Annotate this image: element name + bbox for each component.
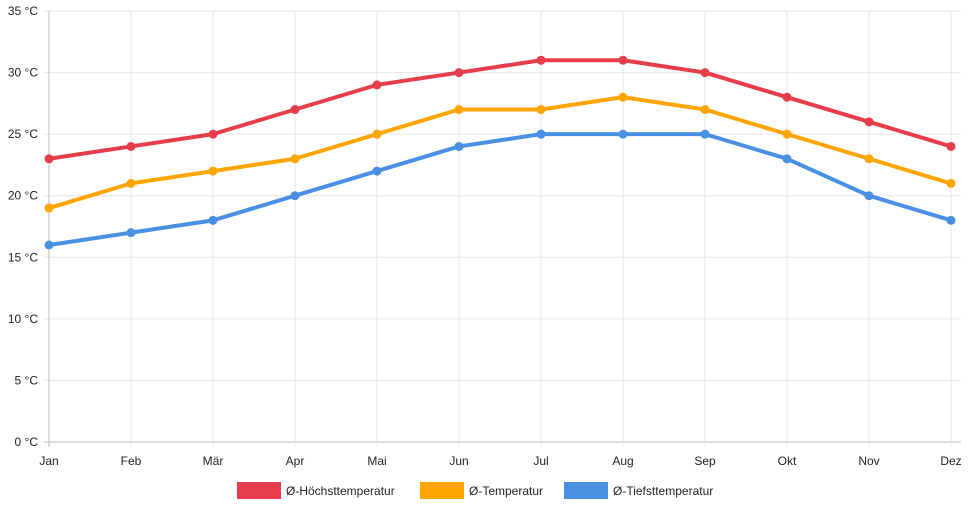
x-tick-label: Jan [39,454,58,468]
data-point [208,129,218,139]
data-point [290,191,300,201]
x-tick-label: Mai [367,454,386,468]
data-point [454,141,464,151]
data-point [208,166,218,176]
x-tick-label: Jul [533,454,548,468]
legend-label: Ø-Temperatur [469,484,543,498]
data-point [454,68,464,78]
data-point [44,154,54,164]
legend-label: Ø-Höchsttemperatur [286,484,395,498]
x-tick-label: Dez [940,454,961,468]
data-point [782,129,792,139]
data-point [946,141,956,151]
y-tick-label: 35 °C [8,4,38,18]
x-tick-label: Feb [121,454,142,468]
data-point [618,55,628,65]
data-point [618,92,628,102]
data-point [126,178,136,188]
data-point [454,105,464,115]
data-point [700,105,710,115]
x-tick-label: Nov [858,454,879,468]
data-point [782,92,792,102]
data-point [372,129,382,139]
x-tick-label: Mär [203,454,224,468]
x-tick-label: Okt [778,454,797,468]
y-tick-label: 5 °C [15,373,39,387]
x-tick-label: Apr [286,454,305,468]
data-point [536,129,546,139]
data-point [126,141,136,151]
series-line [48,132,952,247]
data-point [946,215,956,225]
data-point [536,55,546,65]
data-point [372,166,382,176]
legend-label: Ø-Tiefsttemperatur [613,484,713,498]
x-tick-label: Aug [612,454,633,468]
y-tick-label: 10 °C [8,312,38,326]
y-tick-label: 30 °C [8,66,38,80]
data-point [290,154,300,164]
data-point [946,178,956,188]
y-tick-label: 15 °C [8,250,38,264]
series-line [48,95,952,210]
y-tick-label: 0 °C [15,435,39,449]
legend-swatch [237,482,281,499]
data-point [700,68,710,78]
data-point [864,117,874,127]
data-point [372,80,382,90]
data-point [782,154,792,164]
data-point [864,191,874,201]
data-point [864,154,874,164]
y-tick-label: 20 °C [8,189,38,203]
data-point [208,215,218,225]
data-point [290,105,300,115]
data-point [618,129,628,139]
legend-swatch [420,482,464,499]
data-point [44,203,54,213]
y-tick-label: 25 °C [8,127,38,141]
data-point [536,105,546,115]
x-tick-label: Sep [694,454,716,468]
x-tick-label: Jun [449,454,468,468]
data-point [126,228,136,238]
data-point [44,240,54,250]
series-line [48,58,952,161]
data-point [700,129,710,139]
legend-swatch [564,482,608,499]
